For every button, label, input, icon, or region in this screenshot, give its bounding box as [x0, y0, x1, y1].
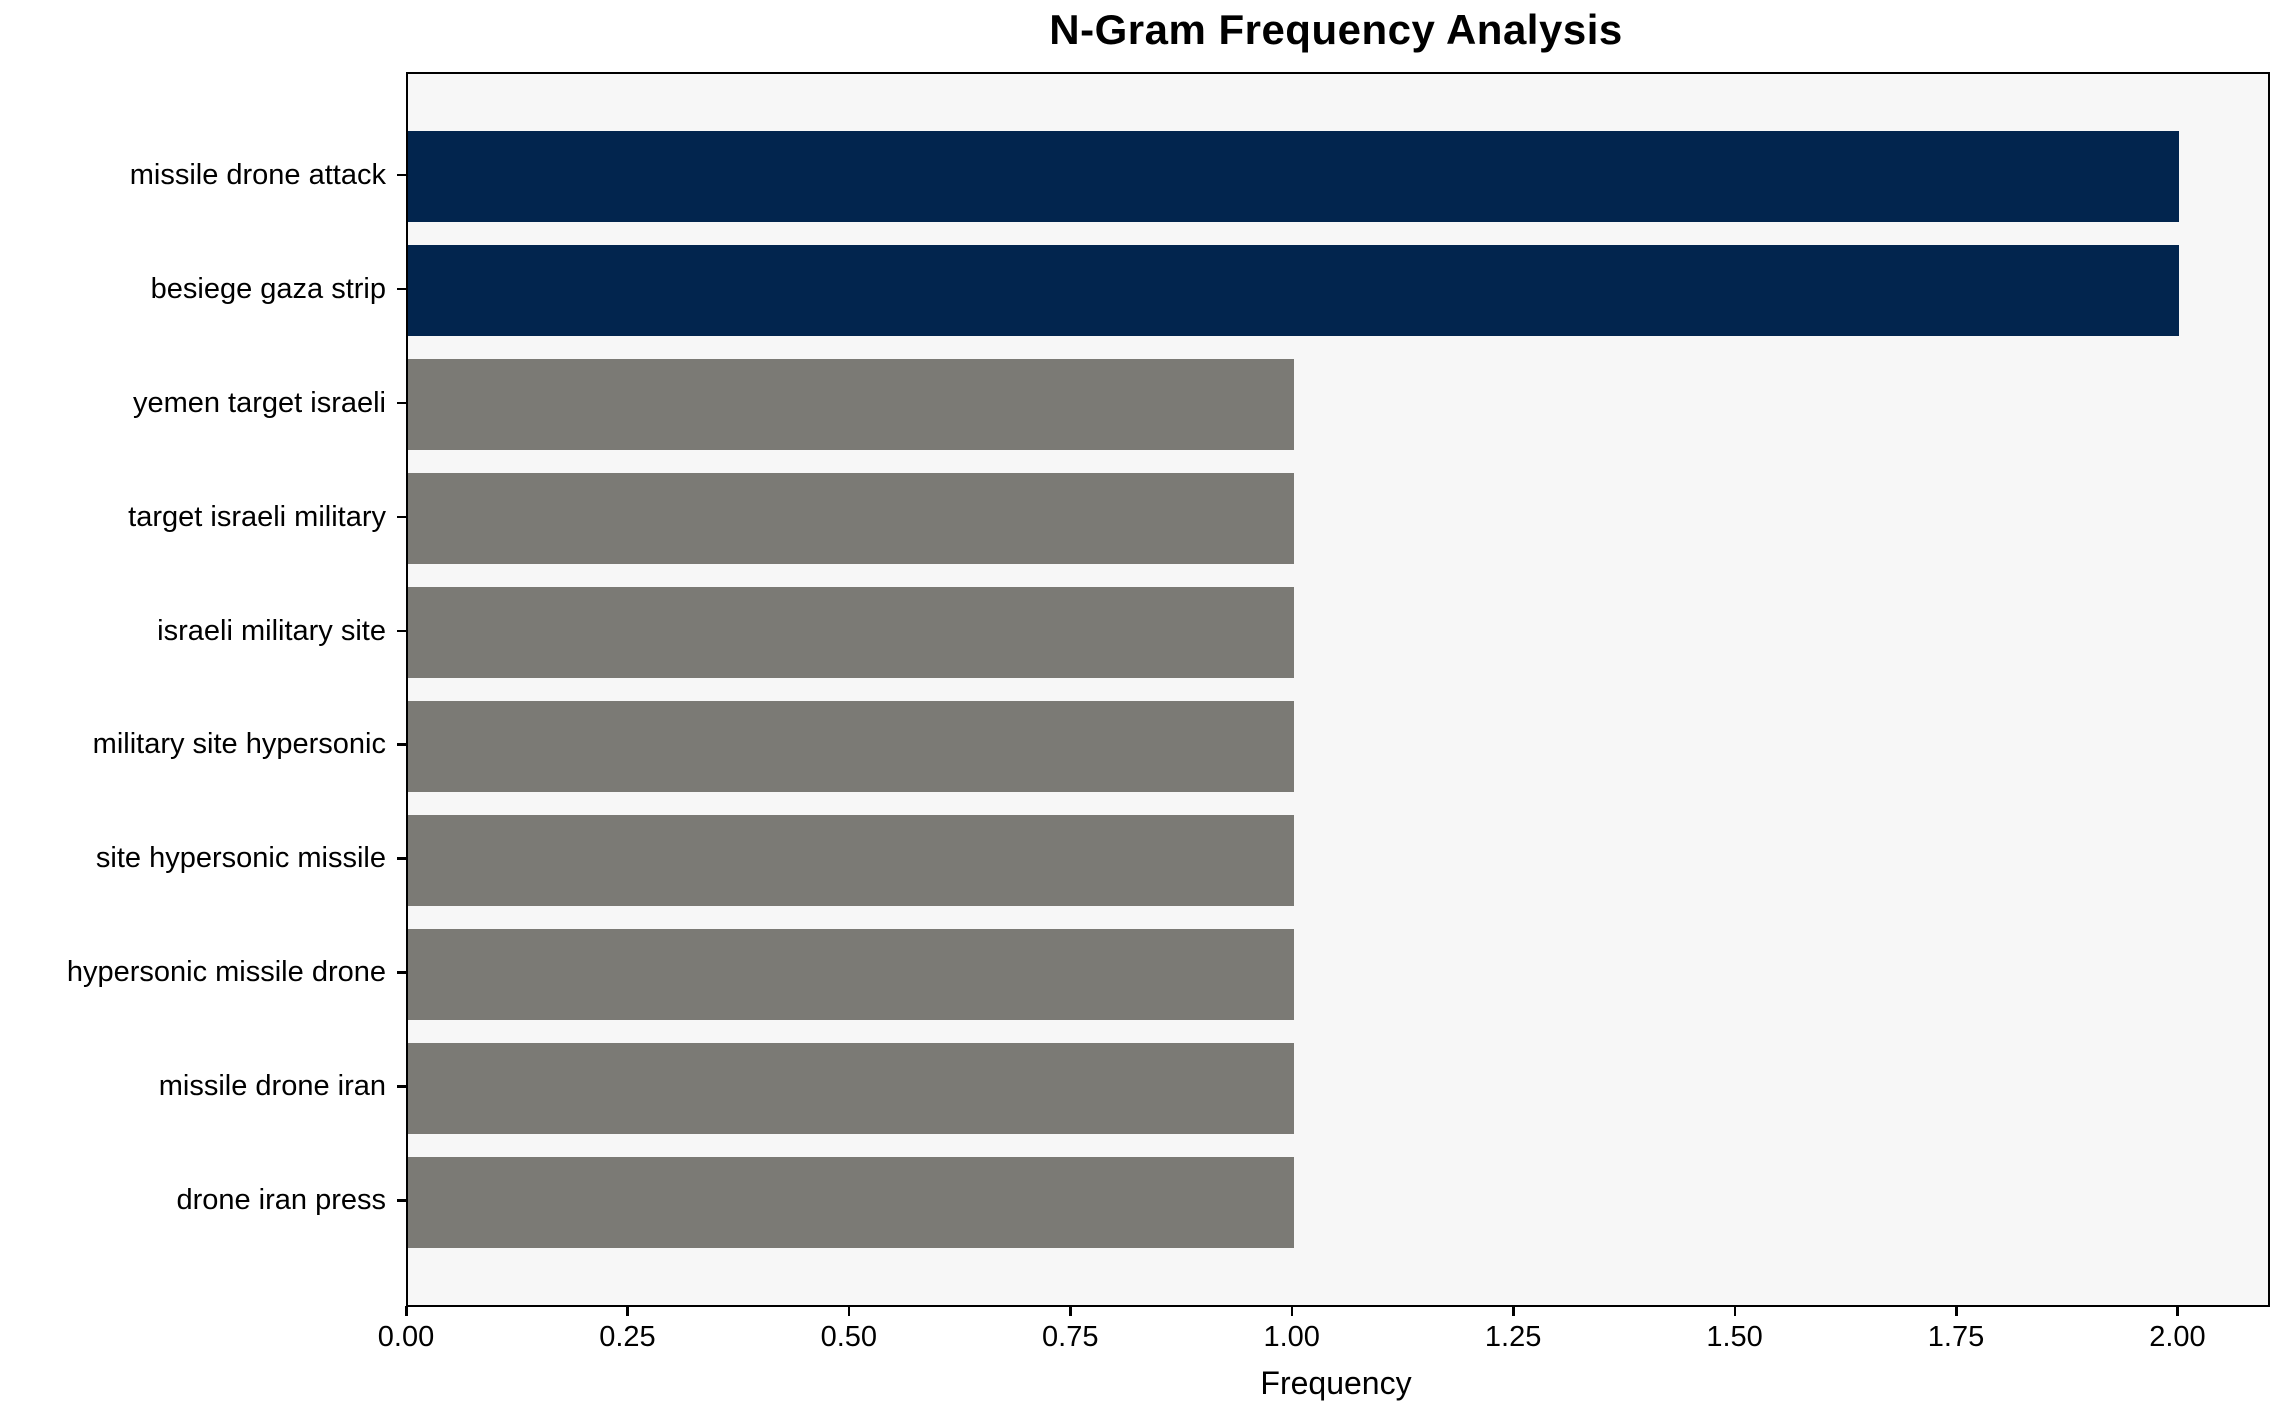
x-tick-mark [1069, 1306, 1072, 1316]
y-tick-label: target israeli military [128, 500, 386, 533]
bar [408, 130, 2180, 223]
x-tick-mark [847, 1306, 851, 1316]
y-tick-label: hypersonic missile drone [66, 956, 386, 989]
x-tick-mark [1290, 1306, 1294, 1316]
x-tick-label: 0.50 [820, 1321, 878, 1353]
y-tick-mark [397, 857, 406, 860]
y-tick-mark [397, 287, 406, 291]
x-tick-label: 1.00 [1263, 1321, 1320, 1353]
y-tick-label: military site hypersonic [92, 728, 386, 761]
x-tick-mark [626, 1306, 629, 1316]
bar [408, 1156, 1294, 1248]
y-tick-mark [397, 1085, 406, 1088]
y-tick-label: missile drone attack [129, 158, 386, 191]
x-tick-label: 0.25 [599, 1321, 656, 1353]
y-tick-mark [397, 971, 406, 974]
y-tick-label: yemen target israeli [132, 386, 386, 419]
x-tick-mark [1733, 1306, 1737, 1316]
chart-title: N-Gram Frequency Analysis [1049, 6, 1623, 53]
bar [408, 700, 1294, 793]
bar [408, 472, 1294, 565]
x-tick-label: 1.75 [1927, 1321, 1985, 1353]
x-tick-label: 1.50 [1706, 1321, 1763, 1353]
y-tick-mark [397, 629, 406, 632]
x-tick-label: 2.00 [2149, 1321, 2206, 1353]
y-tick-mark [397, 173, 406, 177]
x-axis-title: Frequency [1260, 1365, 1412, 1401]
y-tick-label: missile drone iran [158, 1070, 386, 1103]
x-tick-mark [1512, 1306, 1515, 1316]
y-tick-mark [397, 401, 406, 405]
y-tick-label: site hypersonic missile [95, 842, 386, 875]
y-tick-mark [397, 1199, 406, 1202]
bar [408, 814, 1294, 907]
bar [408, 244, 2180, 337]
bar [408, 358, 1294, 451]
x-tick-mark [2176, 1306, 2179, 1316]
bar [408, 586, 1294, 679]
plot-area [406, 72, 2270, 1307]
x-tick-mark [405, 1306, 408, 1316]
bar [408, 1042, 1294, 1134]
x-tick-label: 0.00 [377, 1321, 435, 1353]
y-tick-mark [397, 743, 406, 746]
y-tick-mark [397, 515, 406, 519]
x-tick-label: 1.25 [1484, 1321, 1542, 1353]
y-tick-label: israeli military site [157, 614, 386, 647]
x-tick-label: 0.75 [1042, 1321, 1099, 1353]
y-tick-label: drone iran press [176, 1184, 386, 1217]
x-tick-mark [1955, 1306, 1958, 1316]
y-tick-label: besiege gaza strip [150, 272, 386, 305]
bar [408, 928, 1294, 1021]
